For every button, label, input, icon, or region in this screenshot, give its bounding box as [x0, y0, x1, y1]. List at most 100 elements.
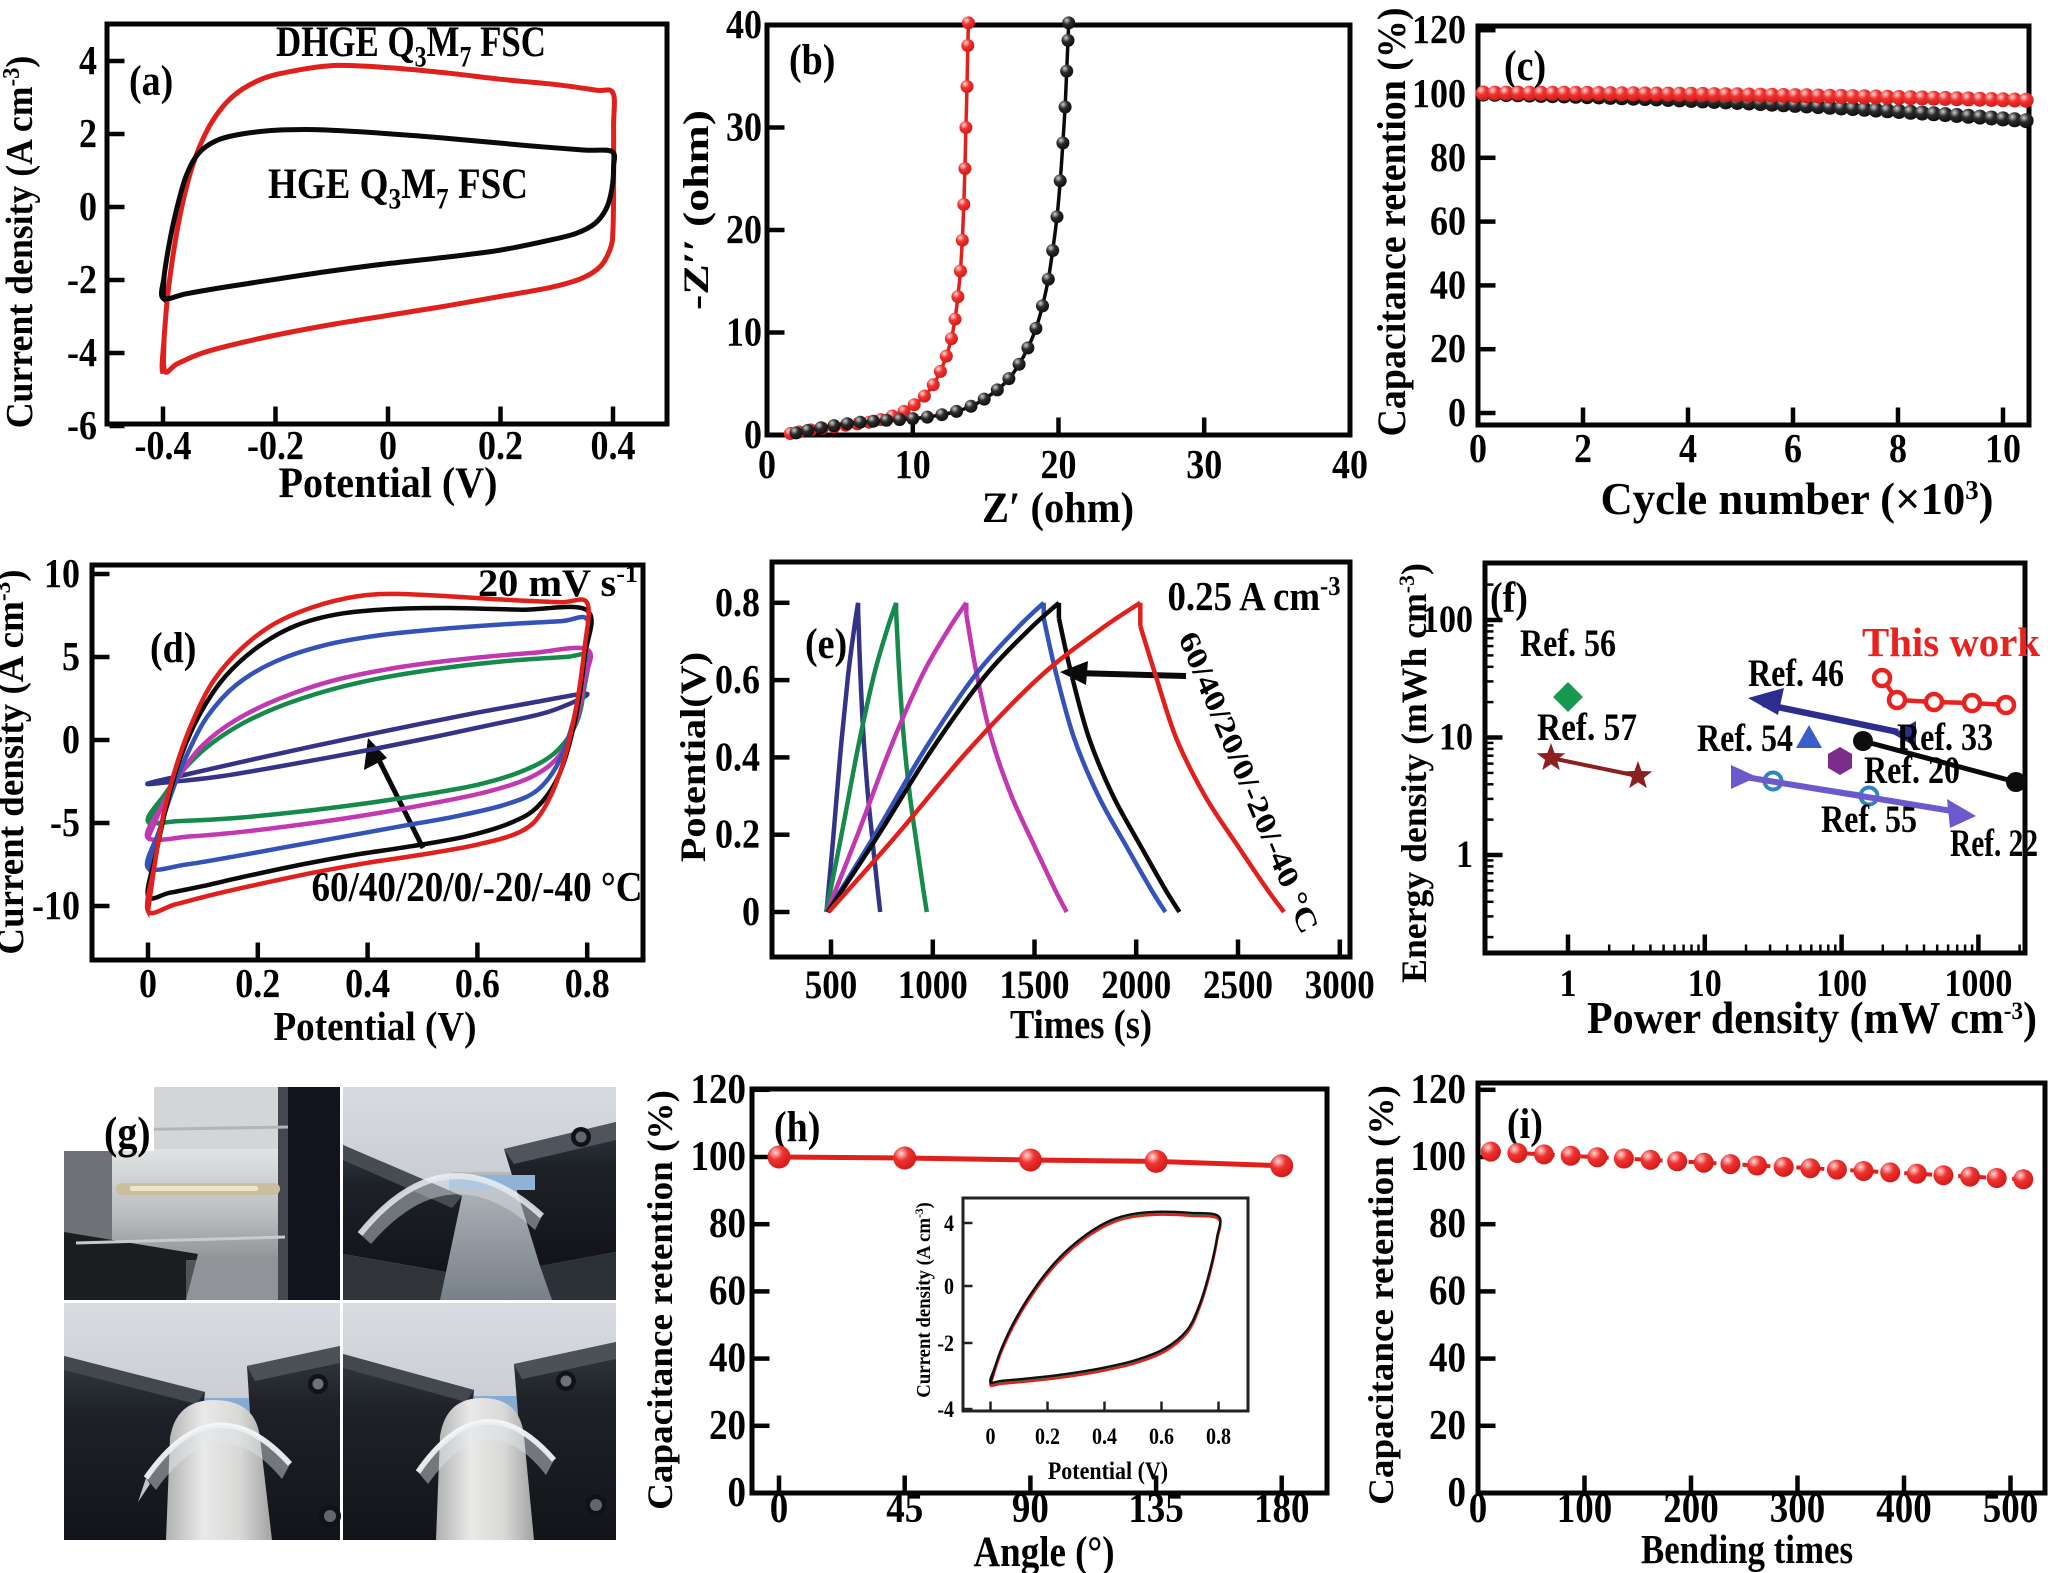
- svg-text:Ref. 46: Ref. 46: [1748, 651, 1844, 695]
- svg-text:4: 4: [79, 38, 97, 84]
- svg-text:0.4: 0.4: [345, 961, 390, 1007]
- svg-text:0: 0: [1447, 1468, 1466, 1516]
- svg-text:2000: 2000: [1101, 963, 1171, 1008]
- svg-text:20: 20: [726, 207, 762, 253]
- svg-text:60: 60: [709, 1266, 746, 1314]
- svg-text:-4: -4: [937, 1397, 954, 1423]
- svg-text:0.2: 0.2: [715, 811, 760, 857]
- svg-text:0: 0: [62, 717, 80, 763]
- svg-text:Ref. 54: Ref. 54: [1697, 716, 1793, 760]
- svg-text:(d): (d): [150, 624, 196, 672]
- svg-text:0: 0: [744, 412, 762, 458]
- svg-text:1: 1: [1456, 832, 1473, 876]
- svg-text:Ref. 56: Ref. 56: [1520, 621, 1616, 665]
- svg-text:500: 500: [1983, 1484, 2038, 1532]
- svg-text:Current density (A cm-3​): Current density (A cm-3​): [0, 569, 31, 954]
- svg-text:3000: 3000: [1305, 963, 1375, 1008]
- svg-text:0: 0: [79, 184, 97, 230]
- svg-text:0: 0: [139, 961, 157, 1007]
- svg-text:10: 10: [44, 551, 80, 597]
- svg-text:4: 4: [1679, 426, 1697, 472]
- svg-text:40: 40: [1429, 1333, 1466, 1381]
- svg-text:Capacitance retention (%): Capacitance retention (%): [1361, 1085, 1401, 1505]
- svg-text:180: 180: [1254, 1484, 1309, 1532]
- svg-text:0: 0: [1469, 426, 1487, 472]
- svg-text:0.8: 0.8: [565, 961, 610, 1007]
- svg-text:0.4: 0.4: [1092, 1424, 1117, 1450]
- svg-text:-10: -10: [32, 883, 80, 929]
- svg-text:0.8: 0.8: [715, 580, 760, 626]
- svg-text:-2: -2: [937, 1331, 954, 1357]
- svg-text:0: 0: [742, 889, 760, 935]
- svg-text:60/40/20/0/-20/-40 °C: 60/40/20/0/-20/-40 °C: [312, 863, 643, 911]
- svg-text:1000: 1000: [1944, 961, 2012, 1005]
- svg-text:400: 400: [1876, 1484, 1931, 1532]
- svg-text:30: 30: [726, 104, 762, 150]
- svg-text:2500: 2500: [1203, 963, 1273, 1008]
- svg-text:0.6: 0.6: [1149, 1424, 1174, 1450]
- svg-text:Bending times: Bending times: [1641, 1527, 1853, 1573]
- svg-text:10: 10: [1688, 961, 1722, 1005]
- svg-text:5: 5: [62, 634, 80, 680]
- svg-text:-6: -6: [67, 403, 97, 449]
- svg-text:Potential (V): Potential (V): [279, 459, 498, 507]
- svg-text:80: 80: [1429, 1199, 1466, 1247]
- svg-text:10: 10: [895, 442, 931, 488]
- svg-text:Current density (A cm-3​): Current density (A cm-3​): [0, 56, 40, 429]
- svg-text:0.25 A cm-3​: 0.25 A cm-3​: [1168, 571, 1341, 620]
- svg-text:Ref. 57: Ref. 57: [1537, 705, 1637, 749]
- svg-text:20: 20: [1041, 442, 1077, 488]
- svg-text:0: 0: [944, 1274, 954, 1300]
- svg-text:HGE Q3​M7​ FSC: HGE Q3​M7​ FSC: [268, 160, 528, 216]
- svg-text:Energy density (mWh cm-3​): Energy density (mWh cm-3​): [1394, 563, 1434, 983]
- svg-text:Power density (mW cm-3​): Power density (mW cm-3​): [1587, 994, 2037, 1044]
- svg-text:0.6: 0.6: [455, 961, 500, 1007]
- svg-text:Ref. 20: Ref. 20: [1864, 748, 1960, 792]
- svg-text:0: 0: [758, 442, 776, 488]
- svg-text:200: 200: [1663, 1484, 1718, 1532]
- svg-text:40: 40: [1332, 442, 1368, 488]
- svg-text:(g): (g): [104, 1109, 151, 1159]
- svg-text:0: 0: [770, 1484, 789, 1532]
- svg-text:10: 10: [1985, 426, 2021, 472]
- svg-text:60: 60: [1429, 1266, 1466, 1314]
- svg-text:2: 2: [79, 111, 97, 157]
- svg-text:Z′ (ohm): Z′ (ohm): [982, 484, 1134, 532]
- svg-text:80: 80: [709, 1199, 746, 1247]
- svg-text:1000: 1000: [898, 963, 968, 1008]
- svg-text:Ref. 33: Ref. 33: [1897, 715, 1993, 759]
- svg-text:(c): (c): [1504, 42, 1546, 90]
- svg-text:20: 20: [1429, 1400, 1466, 1448]
- svg-text:4: 4: [944, 1211, 954, 1237]
- svg-text:This work: This work: [1862, 620, 2040, 666]
- svg-text:0.4: 0.4: [591, 423, 636, 469]
- svg-text:(h): (h): [774, 1103, 820, 1151]
- svg-text:(f): (f): [1490, 574, 1528, 622]
- svg-text:-4: -4: [67, 330, 97, 376]
- svg-text:0.6: 0.6: [715, 657, 760, 703]
- svg-text:120: 120: [1412, 7, 1466, 53]
- svg-text:10: 10: [726, 309, 762, 355]
- svg-text:1500: 1500: [1000, 963, 1070, 1008]
- svg-text:Capacitance retention (%): Capacitance retention (%): [1371, 8, 1415, 437]
- svg-text:40: 40: [709, 1333, 746, 1381]
- svg-text:6: 6: [1784, 426, 1802, 472]
- svg-text:Potential(V): Potential(V): [673, 652, 713, 862]
- svg-text:Angle (°): Angle (°): [974, 1528, 1115, 1573]
- svg-text:20: 20: [1430, 326, 1466, 372]
- svg-text:30: 30: [1186, 442, 1222, 488]
- svg-text:Times (s): Times (s): [1010, 1002, 1152, 1048]
- svg-text:1: 1: [1560, 961, 1577, 1005]
- svg-text:40: 40: [726, 2, 762, 48]
- svg-text:(b): (b): [789, 36, 835, 84]
- svg-text:0: 0: [1469, 1484, 1488, 1532]
- svg-text:100: 100: [1422, 597, 1473, 641]
- svg-text:20 mV s-1​: 20 mV s-1​: [478, 561, 638, 605]
- svg-text:80: 80: [1430, 135, 1466, 181]
- svg-text:(e): (e): [805, 620, 847, 668]
- svg-text:20: 20: [709, 1400, 746, 1448]
- svg-text:Current density (A cm-3​): Current density (A cm-3​): [912, 1202, 935, 1398]
- svg-text:0.4: 0.4: [715, 734, 760, 780]
- svg-text:100: 100: [691, 1132, 746, 1180]
- svg-text:100: 100: [1412, 71, 1466, 117]
